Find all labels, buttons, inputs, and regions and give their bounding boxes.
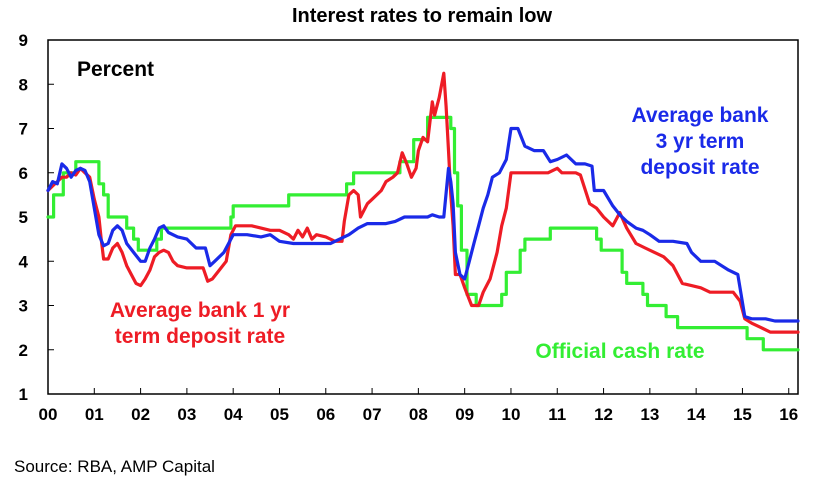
y-axis-label: Percent <box>77 58 154 81</box>
x-tick-label: 04 <box>224 405 243 424</box>
x-tick-label: 06 <box>316 405 335 424</box>
source-note: Source: RBA, AMP Capital <box>14 457 215 476</box>
x-tick-label: 07 <box>363 405 382 424</box>
x-tick-label: 11 <box>548 405 566 424</box>
y-tick-label: 8 <box>19 75 28 94</box>
series-label-average-bank-1-yr-term-deposit-rate: Average bank 1 yr term deposit rate <box>110 299 290 348</box>
y-axis: 1 2 3 4 5 6 7 8 9 <box>19 31 54 404</box>
y-tick-label: 3 <box>19 297 28 316</box>
x-axis: 00 01 02 03 04 05 06 07 08 09 10 11 12 13 14 15 16 <box>39 388 798 424</box>
x-tick-label: 10 <box>502 405 521 424</box>
x-tick-label: 05 <box>270 405 289 424</box>
x-tick-label: 15 <box>733 405 752 424</box>
y-tick-label: 7 <box>19 120 28 139</box>
series-label-average-bank-3-yr-term-deposit-rate: Average bank 3 yr term deposit rate <box>632 104 769 179</box>
chart-title: Interest rates to remain low <box>292 5 553 27</box>
y-tick-label: 4 <box>19 252 29 271</box>
x-tick-label: 16 <box>779 405 798 424</box>
series-label-official-cash-rate: Official cash rate <box>535 340 704 363</box>
x-tick-label: 08 <box>409 405 428 424</box>
y-tick-label: 5 <box>19 208 28 227</box>
y-tick-label: 2 <box>19 341 28 360</box>
x-tick-label: 13 <box>640 405 659 424</box>
series-line-average-bank-3-yr-term-deposit-rate <box>46 126 800 323</box>
x-tick-label: 14 <box>687 405 706 424</box>
series-labels: Official cash rate Average bank 1 yr term … <box>110 104 769 363</box>
x-tick-label: 02 <box>131 405 150 424</box>
y-tick-label: 6 <box>19 164 28 183</box>
series-line-average-bank-1-yr-term-deposit-rate <box>46 71 800 334</box>
series-lines <box>46 71 800 352</box>
x-tick-label: 00 <box>39 405 58 424</box>
y-tick-label: 1 <box>19 385 28 404</box>
y-tick-label: 9 <box>19 31 28 50</box>
x-tick-label: 12 <box>594 405 613 424</box>
x-tick-label: 03 <box>177 405 196 424</box>
x-tick-label: 01 <box>85 405 104 424</box>
series-line-official-cash-rate <box>46 115 800 352</box>
x-tick-label: 09 <box>455 405 474 424</box>
